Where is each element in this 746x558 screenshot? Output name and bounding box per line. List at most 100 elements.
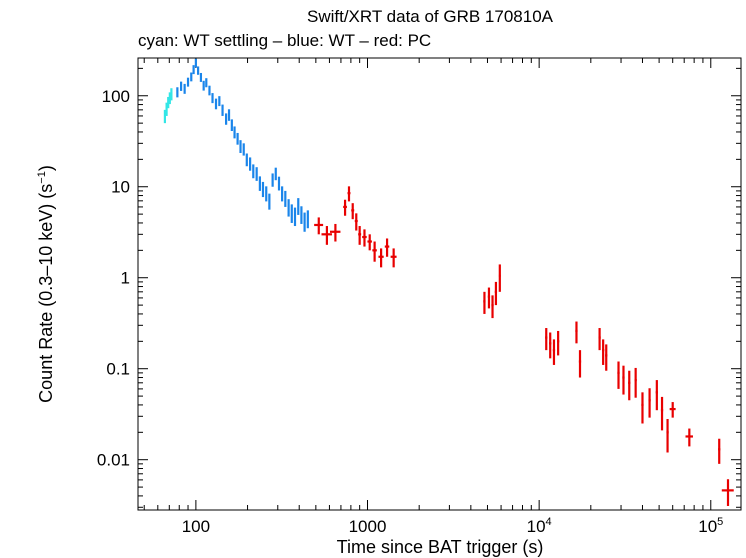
data-points [163, 58, 734, 506]
data-point [297, 198, 300, 215]
data-point [303, 212, 306, 232]
data-point [666, 419, 669, 453]
y-tick-label: 1 [121, 269, 130, 288]
data-point [300, 206, 303, 224]
data-point [549, 332, 552, 359]
data-point [358, 226, 362, 245]
y-tick-label: 0.01 [97, 451, 130, 470]
data-point [378, 248, 384, 268]
data-point [367, 234, 372, 251]
data-point [578, 350, 582, 378]
y-tick-label: 0.1 [106, 360, 130, 379]
data-point [575, 321, 578, 344]
data-point [602, 339, 605, 365]
data-point [685, 428, 693, 447]
data-point [205, 78, 208, 88]
plot-frame [137, 57, 742, 511]
data-point [306, 210, 309, 229]
y-tick-label: 100 [102, 87, 130, 106]
x-tick-label: 1000 [349, 517, 387, 536]
data-point [721, 479, 734, 506]
y-axis-label-exponent: −1 [36, 171, 48, 184]
data-point [634, 367, 637, 398]
data-point [265, 186, 268, 202]
data-point [167, 96, 170, 109]
data-point [321, 226, 332, 245]
data-point [347, 186, 351, 202]
data-point [165, 102, 168, 116]
data-point [242, 143, 245, 156]
chart-subtitle: cyan: WT settling – blue: WT – red: PC [138, 31, 431, 50]
data-point [236, 132, 239, 145]
x-tick-label: 100 [182, 517, 210, 536]
data-point [230, 119, 233, 131]
data-point [545, 328, 548, 351]
data-point [252, 164, 255, 179]
data-point [556, 330, 560, 356]
data-point [274, 167, 277, 181]
data-point [372, 241, 377, 262]
x-axis-ticks: 100 1000 104 105 [143, 58, 723, 536]
data-point [258, 176, 261, 191]
series-pc [314, 186, 734, 506]
data-point [225, 113, 228, 125]
data-point [351, 203, 355, 220]
data-point [281, 186, 284, 202]
data-point [293, 207, 297, 227]
data-point [245, 153, 248, 167]
data-point [390, 248, 397, 268]
y-axis-ticks: 100 10 1 0.1 0.01 [97, 67, 741, 508]
data-point [233, 126, 236, 139]
data-point [202, 80, 205, 91]
data-point [384, 238, 390, 257]
data-point [194, 58, 197, 68]
data-point [214, 98, 218, 110]
data-point [362, 229, 367, 247]
data-point [487, 287, 491, 309]
x-axis-label: Time since BAT trigger (s) [337, 537, 544, 557]
data-point [163, 109, 167, 124]
data-point [284, 190, 287, 207]
data-point [628, 370, 631, 401]
data-point [491, 295, 494, 319]
data-point [483, 291, 486, 314]
data-point [271, 173, 274, 187]
data-point [343, 199, 347, 216]
data-point [622, 365, 625, 395]
data-point [255, 167, 258, 181]
data-point [239, 140, 242, 153]
data-point [176, 87, 179, 98]
data-point [354, 213, 358, 231]
data-point [290, 204, 293, 223]
data-point [196, 66, 200, 75]
data-point [329, 223, 341, 242]
data-point [287, 199, 290, 217]
data-point [268, 193, 271, 210]
data-point [261, 181, 265, 198]
x-tick-exponent: 5 [717, 516, 723, 528]
y-tick-label: 10 [111, 178, 130, 197]
data-point [655, 380, 658, 411]
data-point [605, 344, 608, 371]
y-axis-label-close: ) [36, 165, 56, 171]
data-point [669, 402, 676, 418]
data-point [617, 361, 620, 389]
data-point [168, 92, 171, 105]
data-point [494, 281, 498, 306]
data-point [249, 157, 252, 171]
chart-title: Swift/XRT data of GRB 170810A [307, 7, 554, 26]
data-point [199, 72, 203, 82]
y-axis-label-main: Count Rate (0.3–10 keV) (s [36, 184, 56, 403]
data-point [186, 77, 190, 87]
data-point [648, 388, 651, 418]
series-wt-settling [163, 88, 173, 124]
y-axis-label: Count Rate (0.3–10 keV) (s−1) [36, 165, 56, 403]
data-point [218, 96, 221, 107]
data-point [498, 264, 501, 292]
data-point [718, 438, 721, 464]
data-point [660, 396, 664, 431]
data-point [208, 85, 211, 96]
data-point [314, 217, 324, 235]
data-point [211, 93, 214, 104]
